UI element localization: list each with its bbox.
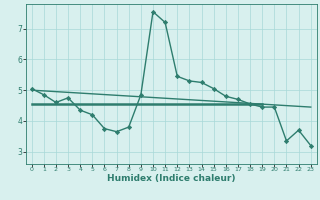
X-axis label: Humidex (Indice chaleur): Humidex (Indice chaleur) bbox=[107, 174, 236, 183]
